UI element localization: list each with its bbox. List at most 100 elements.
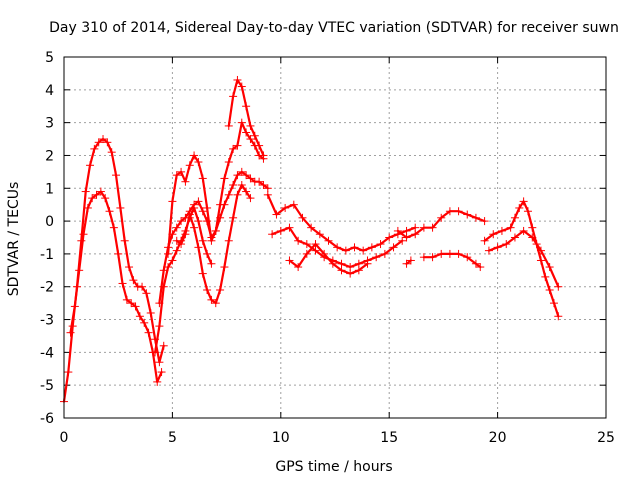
data-point (463, 210, 472, 219)
y-tick-label: -2 (40, 280, 54, 296)
data-point (144, 328, 153, 337)
series-track-5 (224, 75, 268, 160)
data-point (311, 240, 320, 249)
data-point (224, 236, 233, 245)
series-line (175, 183, 252, 305)
data-point (346, 269, 355, 278)
data-point (246, 194, 255, 203)
data-point (198, 174, 207, 183)
data-point (177, 217, 186, 226)
data-point (211, 226, 220, 235)
data-point (198, 269, 207, 278)
data-point (549, 299, 558, 308)
data-point (194, 243, 203, 252)
data-point (146, 308, 155, 317)
data-point (90, 144, 99, 153)
x-tick-label: 0 (60, 430, 69, 446)
series-track-10 (285, 240, 372, 278)
x-tick-label: 25 (597, 430, 615, 446)
data-point (476, 263, 485, 272)
y-tick-label: -4 (40, 345, 54, 361)
data-point (66, 328, 75, 337)
data-point (101, 194, 110, 203)
data-point (493, 243, 502, 252)
data-point (177, 236, 186, 245)
data-point (237, 167, 246, 176)
series-line (62, 137, 165, 403)
data-point (285, 256, 294, 265)
data-point (220, 174, 229, 183)
data-point (242, 102, 251, 111)
data-point (519, 226, 528, 235)
data-point (172, 171, 181, 180)
data-point (285, 223, 294, 232)
data-point (454, 249, 463, 258)
data-point (545, 263, 554, 272)
data-point (246, 135, 255, 144)
series-line (405, 259, 412, 265)
data-point (510, 233, 519, 242)
y-tick-label: 4 (45, 83, 54, 99)
data-point (515, 203, 524, 212)
data-point (246, 121, 255, 130)
data-point (354, 266, 363, 275)
data-point (153, 377, 162, 386)
data-point (172, 223, 181, 232)
data-point (480, 217, 489, 226)
data-point (554, 312, 563, 321)
data-point (92, 190, 101, 199)
data-point (497, 226, 506, 235)
data-point (445, 207, 454, 216)
plot-area (60, 75, 563, 406)
data-point (75, 266, 84, 275)
y-tick-label: -5 (40, 378, 54, 394)
series-line (154, 206, 213, 354)
data-point (237, 82, 246, 91)
data-point (242, 171, 251, 180)
series-track-6 (172, 180, 255, 308)
data-point (64, 368, 73, 377)
series-track-15 (484, 226, 563, 291)
data-point (402, 259, 411, 268)
data-point (151, 348, 160, 357)
data-point (157, 368, 166, 377)
data-point (211, 299, 220, 308)
data-point (185, 161, 194, 170)
data-point (242, 187, 251, 196)
data-point (229, 180, 238, 189)
data-point (135, 312, 144, 321)
data-point (94, 138, 103, 147)
data-point (70, 302, 79, 311)
data-point (122, 295, 131, 304)
data-point (138, 282, 147, 291)
grid-lines (64, 57, 606, 418)
data-point (554, 282, 563, 291)
data-point (164, 249, 173, 258)
data-point (79, 230, 88, 239)
series-track-13 (402, 256, 415, 268)
data-point (294, 236, 303, 245)
data-point (298, 213, 307, 222)
data-point (194, 217, 203, 226)
data-point (233, 141, 242, 150)
data-point (233, 75, 242, 84)
data-point (81, 187, 90, 196)
x-tick-label: 10 (272, 430, 290, 446)
series-line (69, 190, 163, 383)
data-point (302, 240, 311, 249)
data-point (536, 256, 545, 265)
data-point (190, 203, 199, 212)
data-point (489, 230, 498, 239)
data-point (131, 302, 140, 311)
data-point (445, 249, 454, 258)
series-line (288, 243, 369, 275)
data-point (276, 226, 285, 235)
x-tick-label: 5 (168, 430, 177, 446)
data-point (428, 223, 437, 232)
series-track-2 (66, 187, 166, 386)
data-point (393, 226, 402, 235)
data-point (164, 263, 173, 272)
data-point (402, 233, 411, 242)
data-point (118, 279, 127, 288)
